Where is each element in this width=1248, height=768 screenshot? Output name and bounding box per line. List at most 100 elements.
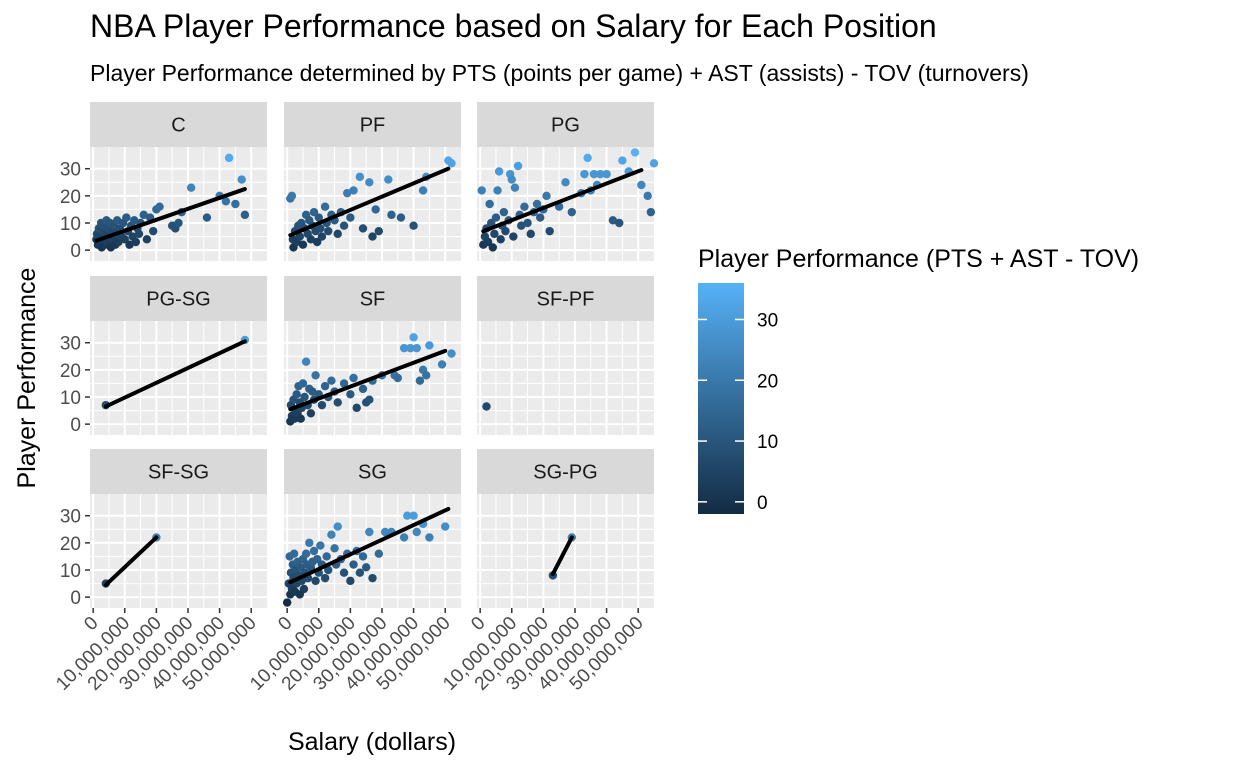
chart-title: NBA Player Performance based on Salary f… — [90, 8, 937, 44]
data-point — [139, 210, 148, 220]
data-point — [130, 216, 139, 225]
data-point — [349, 373, 358, 383]
facet-panel-pg-sg: PG-SG 0 10 20 30 — [60, 276, 267, 436]
data-point — [142, 235, 152, 244]
data-point — [349, 560, 358, 569]
y-tick-label: 10 — [60, 388, 81, 409]
data-point — [406, 343, 415, 353]
data-point — [330, 544, 339, 553]
data-point — [346, 213, 355, 222]
facet-panel-pf: PF — [284, 102, 461, 261]
y-tick-label: 30 — [60, 334, 81, 355]
data-point — [305, 538, 314, 548]
data-point — [399, 343, 409, 353]
data-point — [298, 379, 308, 388]
data-point — [186, 183, 196, 192]
data-point — [482, 402, 491, 411]
panel-background — [477, 321, 654, 435]
y-tick-label: 30 — [60, 507, 81, 528]
data-point — [425, 341, 434, 350]
facet-panel-c: C 0 10 20 30 — [60, 102, 267, 262]
y-tick-label: 10 — [60, 561, 81, 582]
data-point — [155, 202, 164, 211]
data-point — [224, 153, 234, 163]
data-point — [368, 232, 377, 241]
facet-strip — [284, 276, 461, 321]
data-point — [643, 191, 652, 201]
data-point — [301, 549, 311, 558]
data-point — [523, 218, 532, 228]
facet-strip — [90, 449, 267, 494]
data-point — [299, 584, 309, 594]
data-point — [513, 161, 523, 171]
data-point — [324, 226, 333, 236]
data-point — [221, 197, 231, 206]
data-point — [365, 395, 374, 404]
data-point — [630, 148, 640, 157]
data-point — [320, 381, 330, 391]
data-point — [333, 229, 342, 239]
data-point — [312, 554, 322, 564]
x-axis-title: Salary (dollars) — [288, 728, 456, 756]
facet-strip-label: SF-PF — [537, 289, 595, 311]
data-point — [517, 221, 526, 230]
data-point — [306, 409, 316, 418]
data-point — [490, 229, 499, 239]
data-point — [352, 403, 361, 413]
data-point — [202, 213, 212, 222]
data-point — [374, 226, 384, 236]
data-point — [365, 178, 374, 187]
facet-strip — [90, 276, 267, 321]
data-point — [320, 573, 330, 583]
data-point — [122, 213, 131, 222]
data-point — [580, 169, 589, 179]
data-point — [412, 343, 421, 353]
chart-subtitle: Player Performance determined by PTS (po… — [90, 60, 1029, 86]
facet-panel-sf-pf: SF-PF — [477, 276, 654, 435]
data-point — [384, 175, 393, 184]
data-point — [339, 379, 349, 388]
data-point — [618, 156, 627, 165]
data-point — [409, 511, 418, 520]
facet-panel-sf: SF — [284, 276, 461, 435]
data-point — [493, 186, 502, 195]
data-point — [368, 573, 377, 583]
data-point — [320, 202, 330, 211]
data-point — [447, 159, 456, 168]
data-point — [311, 371, 320, 380]
data-point — [499, 207, 509, 217]
data-point — [496, 235, 505, 244]
panel-background — [477, 147, 654, 261]
data-point — [317, 232, 327, 241]
data-point — [526, 229, 535, 239]
data-point — [237, 175, 246, 184]
y-tick-label: 20 — [60, 361, 81, 382]
data-point — [409, 333, 418, 342]
data-point — [422, 371, 431, 380]
facet-strip-label: SG-PG — [533, 462, 597, 484]
facet-strip-label: PF — [360, 115, 386, 137]
facet-strip-label: SG — [358, 462, 387, 484]
data-point — [301, 357, 311, 366]
panel-background — [90, 321, 267, 435]
data-point — [282, 598, 292, 607]
data-point — [311, 576, 320, 586]
data-point — [324, 565, 333, 575]
data-point — [387, 210, 396, 220]
facet-strip-label: SF — [360, 289, 386, 311]
facet-strip-label: SF-SG — [148, 462, 209, 484]
data-point — [399, 533, 409, 542]
data-point — [649, 159, 659, 168]
data-point — [149, 226, 158, 236]
trend-line — [550, 535, 574, 577]
data-point — [536, 213, 545, 222]
data-point — [507, 175, 516, 184]
legend-tick-label: 20 — [757, 371, 778, 392]
data-point — [412, 527, 421, 537]
panel-background — [284, 147, 461, 261]
data-point — [287, 191, 297, 201]
data-point — [365, 527, 374, 537]
data-point — [358, 384, 368, 394]
data-point — [231, 199, 240, 209]
data-point — [316, 224, 325, 233]
